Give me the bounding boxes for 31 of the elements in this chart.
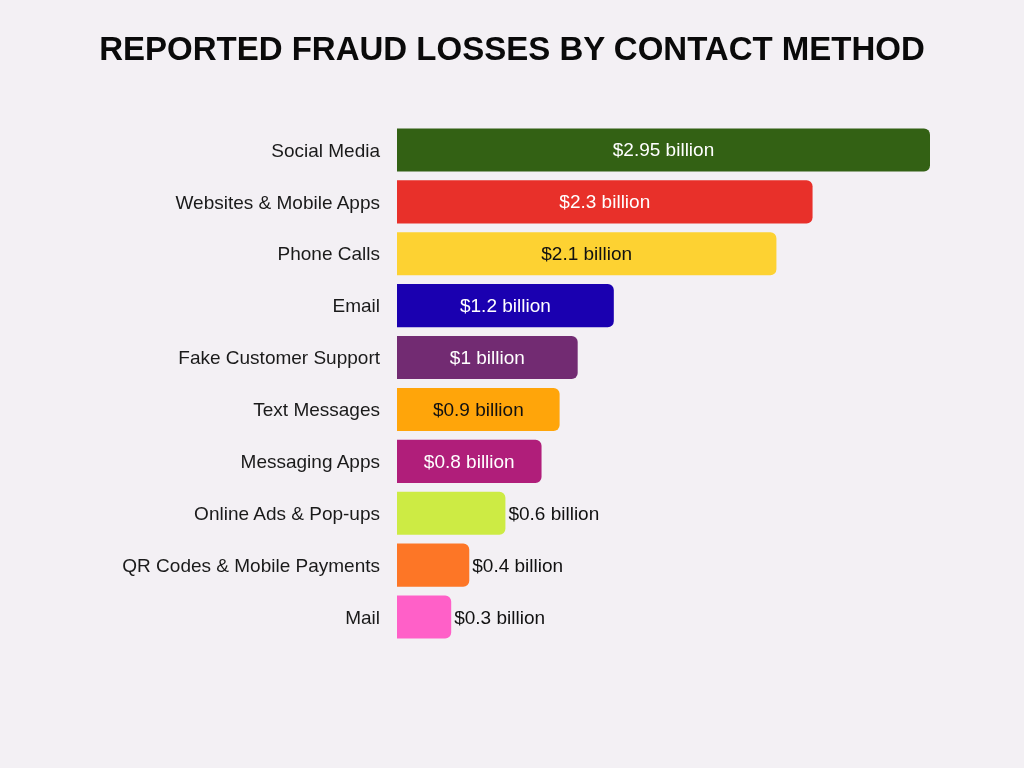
data-label: $1.2 billion: [459, 295, 551, 317]
bar: [397, 232, 777, 276]
bar: [397, 595, 452, 639]
bar: [397, 180, 813, 224]
y-tick-label: Email: [332, 295, 380, 317]
data-label: $0.9 billion: [432, 398, 524, 420]
y-tick-label: Mail: [345, 606, 380, 628]
data-label: $2.1 billion: [541, 243, 633, 265]
y-tick-label: Fake Customer Support: [178, 347, 381, 369]
data-label: $0.3 billion: [454, 606, 546, 628]
bar: [397, 491, 506, 535]
chart-title: REPORTED FRAUD LOSSES BY CONTACT METHOD: [99, 29, 925, 67]
data-label: $2.3 billion: [559, 191, 651, 213]
data-label: $2.95 billion: [612, 139, 715, 161]
data-label: $0.4 billion: [472, 554, 564, 576]
bar: [397, 336, 578, 380]
y-tick-label: Online Ads & Pop-ups: [194, 502, 380, 524]
y-tick-label: Text Messages: [253, 399, 380, 421]
data-label: $0.6 billion: [508, 502, 600, 524]
y-tick-label: Messaging Apps: [240, 451, 380, 472]
y-tick-label: Social Media: [271, 139, 381, 161]
bar: [397, 128, 930, 172]
bar: [397, 439, 542, 483]
y-tick-label: Websites & Mobile Apps: [175, 191, 380, 213]
bar: [397, 284, 614, 328]
y-tick-label: QR Codes & Mobile Payments: [122, 554, 380, 576]
data-label: $0.8 billion: [423, 450, 515, 472]
bar: [397, 543, 470, 587]
data-label: $1 billion: [449, 347, 525, 369]
y-tick-label: Phone Calls: [277, 243, 380, 265]
bar: [397, 387, 560, 431]
